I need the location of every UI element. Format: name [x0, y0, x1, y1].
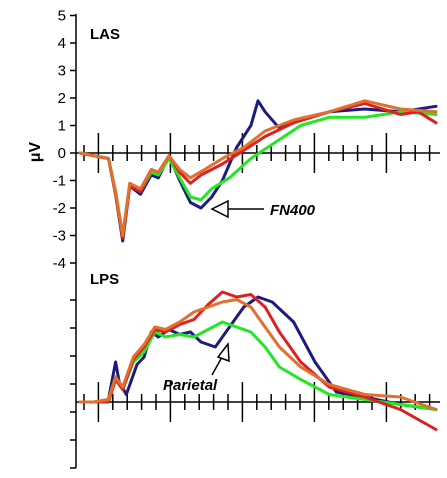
y-tick-label: -2 [53, 200, 66, 217]
parietal-arrow-head [216, 341, 230, 363]
lps-trace-0 [78, 295, 438, 411]
y-axis-label: μV [27, 141, 44, 162]
y-ticks: 5 4 3 2 1 0 -1 -2 -3 -4 [53, 8, 76, 469]
y-tick-label: 5 [58, 8, 66, 25]
parietal-annotation: Parietal [163, 341, 230, 394]
y-tick-label: -1 [53, 173, 66, 190]
y-tick-label: 1 [58, 118, 66, 135]
fn400-arrow-head [210, 199, 229, 219]
panel-label-las: LAS [90, 26, 120, 43]
las-traces [78, 99, 438, 243]
fn400-annotation: FN400 [210, 199, 316, 219]
lps-trace-3 [78, 298, 438, 411]
parietal-arrow-line [211, 356, 223, 376]
fn400-label: FN400 [270, 202, 316, 219]
y-tick-label: -3 [53, 228, 66, 245]
lps-traces [78, 290, 438, 431]
y-tick-label: -4 [53, 255, 66, 272]
x-ticks [83, 133, 431, 422]
las-trace-2 [78, 102, 438, 240]
panel-label-lps: LPS [90, 271, 119, 288]
las-trace-0 [78, 99, 438, 243]
las-trace-1 [78, 110, 438, 237]
y-tick-label: 2 [58, 90, 66, 107]
las-trace-3 [78, 99, 438, 237]
y-tick-label: 4 [58, 35, 66, 52]
y-tick-label: 0 [58, 145, 66, 162]
parietal-label: Parietal [163, 377, 218, 394]
y-tick-label: 3 [58, 63, 66, 80]
